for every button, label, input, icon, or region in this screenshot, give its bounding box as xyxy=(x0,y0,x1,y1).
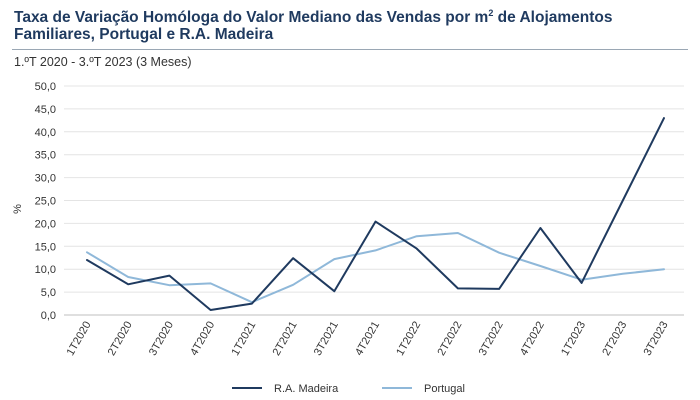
y-tick-label: 45,0 xyxy=(35,104,56,116)
y-tick-label: 35,0 xyxy=(35,150,56,162)
y-tick-label: 25,0 xyxy=(35,196,56,208)
y-tick-label: 5,0 xyxy=(41,287,56,299)
x-tick-label: 1T2023 xyxy=(559,320,588,358)
x-tick-label: 1T2022 xyxy=(394,320,423,358)
y-tick-label: 30,0 xyxy=(35,173,56,185)
legend-label: R.A. Madeira xyxy=(274,383,339,395)
x-tick-label: 4T2022 xyxy=(518,320,547,358)
y-tick-label: 0,0 xyxy=(41,310,56,322)
x-tick-label: 2T2020 xyxy=(106,320,135,358)
y-tick-label: 50,0 xyxy=(35,81,56,93)
y-tick-label: 40,0 xyxy=(35,127,56,139)
series-line-r-a-madeira xyxy=(86,117,665,311)
chart-title-main: Taxa de Variação Homóloga do Valor Media… xyxy=(14,9,489,26)
x-tick-label: 2T2023 xyxy=(600,320,629,358)
series-lines xyxy=(86,117,665,311)
x-tick-label: 3T2020 xyxy=(147,320,176,358)
x-axis-ticks: 1T2020 2T2020 3T2020 4T2020 1T2021 2T2021 3T20… xyxy=(65,319,671,357)
y-tick-label: 20,0 xyxy=(35,218,56,230)
chart-title-rest: de Alojamentos Familiares, Portugal e R.… xyxy=(14,9,613,43)
legend: R.A. Madeira Portugal xyxy=(232,383,465,395)
chart-title: Taxa de Variação Homóloga do Valor Media… xyxy=(14,7,684,43)
title-separator xyxy=(12,49,688,50)
y-tick-label: 15,0 xyxy=(35,241,56,253)
y-axis-label: % xyxy=(12,204,24,214)
y-axis-ticks: 0,0 5,0 10,0 15,0 20,0 25,0 30,0 35,0 40,0 45,0 50… xyxy=(35,81,56,322)
chart-title-superscript: 2 xyxy=(488,7,494,18)
series-line-portugal xyxy=(86,232,665,304)
gridlines xyxy=(64,85,684,316)
x-tick-label: 2T2021 xyxy=(271,320,300,358)
x-tick-label: 3T2021 xyxy=(312,320,341,358)
x-tick-label: 3T2022 xyxy=(477,319,506,357)
y-tick-label: 10,0 xyxy=(35,264,56,276)
x-tick-label: 1T2020 xyxy=(65,320,94,358)
x-tick-label: 3T2023 xyxy=(642,320,671,358)
chart-subtitle: 1.ºT 2020 - 3.ºT 2023 (3 Meses) xyxy=(14,55,192,69)
x-tick-label: 2T2022 xyxy=(435,320,464,358)
x-tick-label: 4T2020 xyxy=(188,320,217,358)
x-tick-label: 4T2021 xyxy=(353,320,382,358)
legend-label: Portugal xyxy=(424,383,465,395)
x-tick-label: 1T2021 xyxy=(229,320,258,358)
